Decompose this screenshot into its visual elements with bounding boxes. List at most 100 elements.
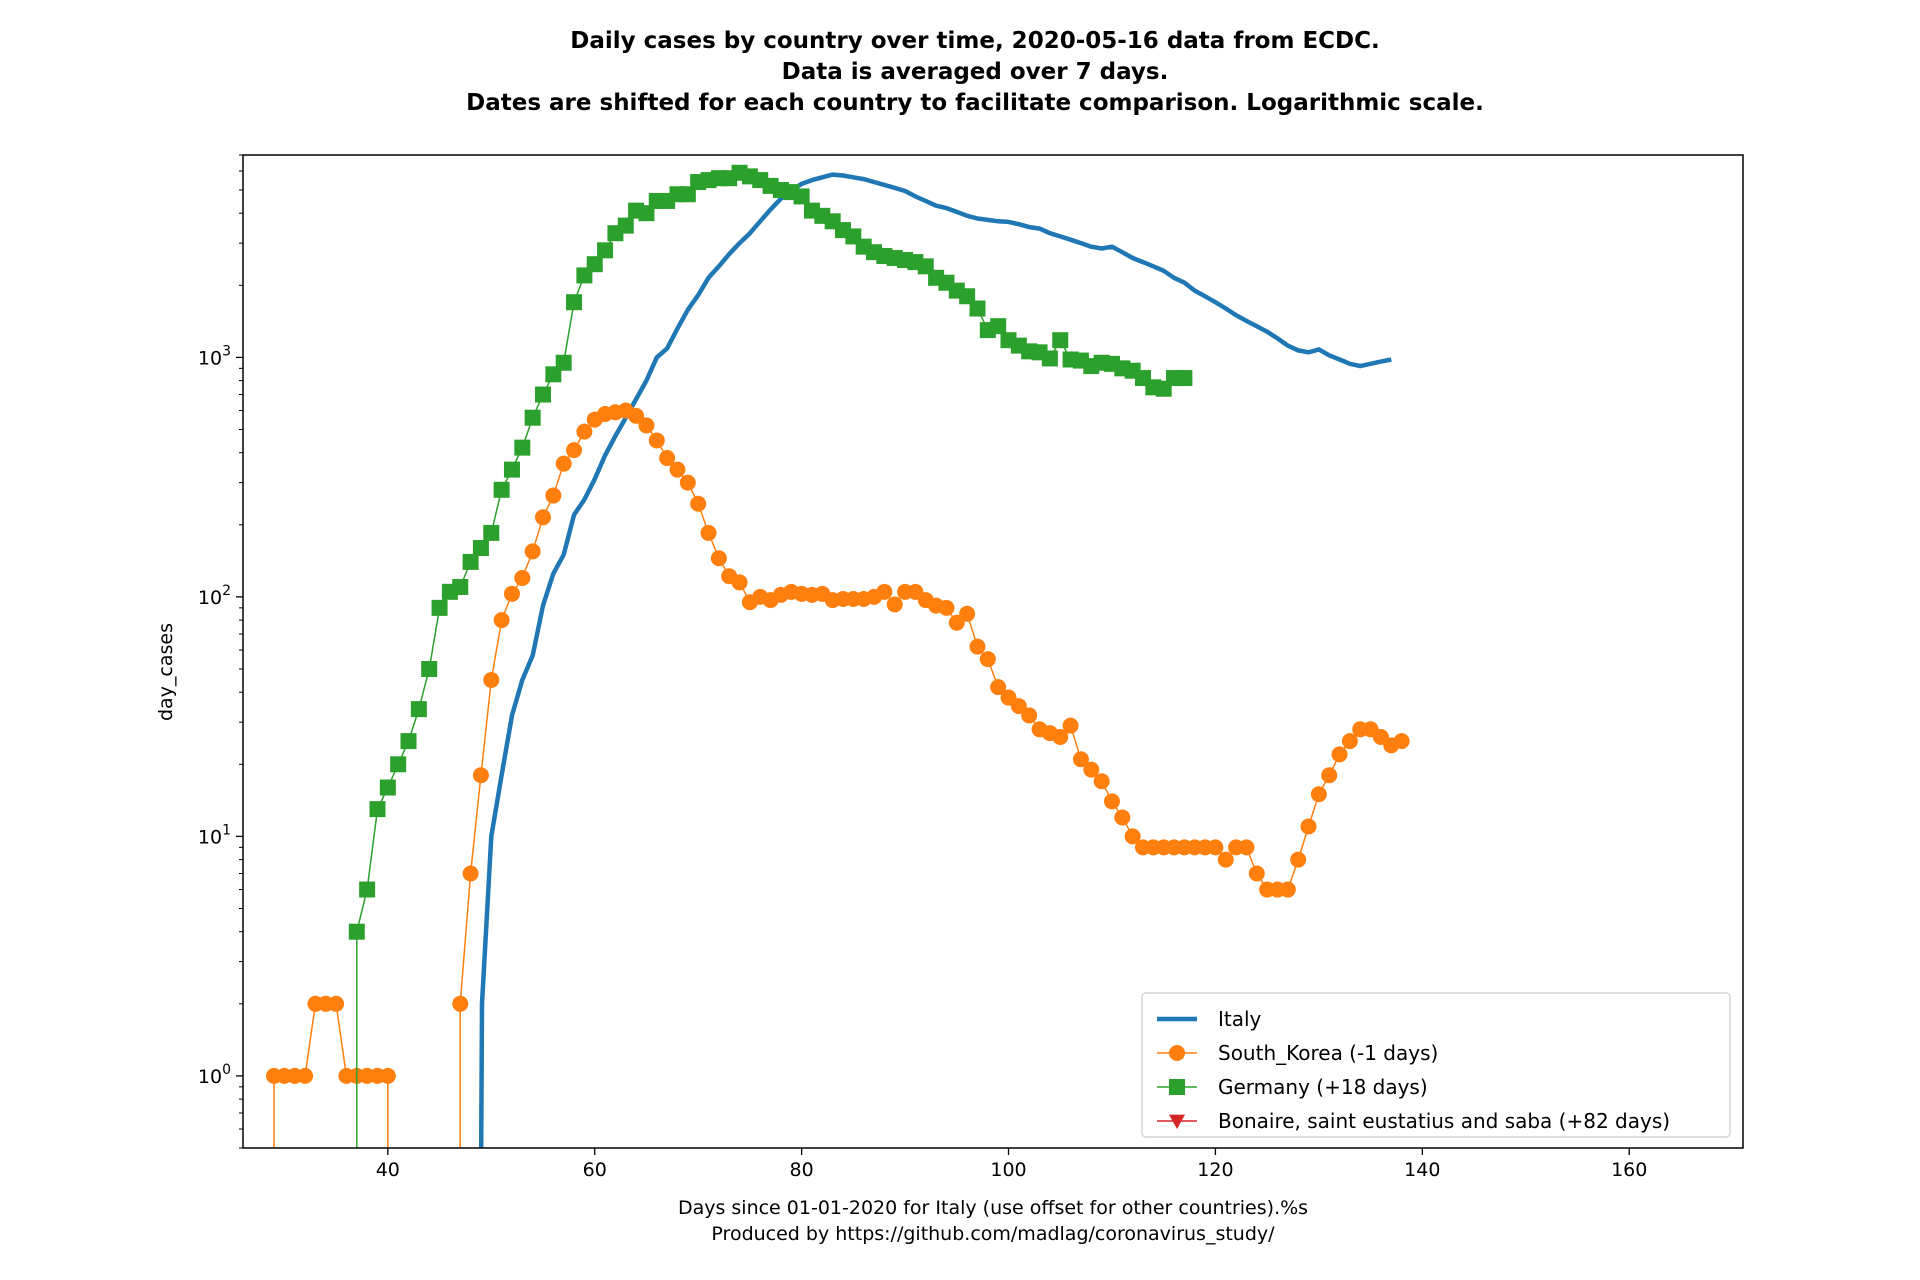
data-point <box>452 995 469 1012</box>
data-point <box>493 612 510 629</box>
data-point <box>524 409 541 426</box>
data-point <box>493 481 510 498</box>
data-point <box>959 605 976 622</box>
data-point <box>886 596 903 613</box>
data-point <box>586 256 603 273</box>
title-line-2: Data is averaged over 7 days. <box>782 59 1169 85</box>
series-0 <box>478 172 1392 1148</box>
data-point <box>938 599 955 616</box>
data-point <box>483 524 500 541</box>
data-point <box>379 1067 396 1084</box>
legend-marker-3 <box>1169 1114 1185 1129</box>
x-tick-label-60: 60 <box>583 1159 607 1181</box>
data-point <box>1093 773 1110 790</box>
series-line-0 <box>478 172 1392 1148</box>
y-axis: 100 101 102 103 <box>198 154 243 1149</box>
data-point <box>793 188 810 205</box>
data-point <box>690 495 707 512</box>
data-point <box>452 578 469 595</box>
legend-item-2: Germany (+18 days) <box>1157 1075 1428 1099</box>
data-point <box>359 881 376 898</box>
data-point <box>679 186 696 203</box>
data-point <box>597 242 614 259</box>
chart-title: Daily cases by country over time, 2020-0… <box>466 28 1484 116</box>
data-point <box>969 300 986 317</box>
data-point <box>638 417 655 434</box>
legend-box <box>1141 992 1731 1138</box>
data-point <box>524 543 541 560</box>
y-tick-label-1000: 103 <box>198 343 231 369</box>
data-point <box>555 455 572 472</box>
data-point <box>1052 729 1069 746</box>
x-tick-label-120: 120 <box>1197 1159 1233 1181</box>
data-point <box>1217 851 1234 868</box>
data-point <box>410 701 427 718</box>
data-point <box>462 553 479 570</box>
data-point <box>472 540 489 557</box>
data-point <box>390 756 407 773</box>
data-point <box>297 1067 314 1084</box>
data-point <box>400 733 417 750</box>
data-point <box>876 583 893 600</box>
x-axis-label-line-2: Produced by https://github.com/madlag/co… <box>711 1223 1275 1245</box>
x-axis: 40 60 80 100 120 140 160 <box>376 1148 1647 1181</box>
legend: Italy South_Korea (-1 days) Germany (+18 d… <box>1141 992 1731 1138</box>
x-tick-label-100: 100 <box>990 1159 1026 1181</box>
data-point <box>503 585 520 602</box>
data-point <box>1114 809 1131 826</box>
data-point <box>545 487 562 504</box>
data-point <box>503 461 520 478</box>
y-tick-label-100: 102 <box>198 583 231 609</box>
data-point <box>1103 793 1120 810</box>
data-point <box>535 386 551 403</box>
y-tick-label-10: 101 <box>198 822 231 848</box>
data-point <box>1310 786 1327 803</box>
data-point <box>638 205 655 222</box>
y-axis-label: day_cases <box>155 623 177 721</box>
x-axis-label-line-1: Days since 01-01-2020 for Italy (use off… <box>678 1197 1308 1219</box>
series-layer <box>266 164 1410 1148</box>
data-point <box>1041 350 1058 367</box>
data-point <box>421 660 438 677</box>
legend-item-1: South_Korea (-1 days) <box>1157 1041 1438 1065</box>
legend-label-0: Italy <box>1218 1007 1262 1031</box>
data-point <box>1341 733 1358 750</box>
data-point <box>1290 851 1307 868</box>
data-point <box>969 638 986 655</box>
x-tick-label-80: 80 <box>790 1159 814 1181</box>
data-point <box>566 294 583 311</box>
data-point <box>959 288 976 305</box>
data-point <box>472 767 489 784</box>
data-point <box>348 923 365 940</box>
data-point <box>648 432 665 449</box>
data-point <box>659 450 676 467</box>
data-point <box>948 614 965 631</box>
data-point <box>700 524 717 541</box>
x-axis-label: Days since 01-01-2020 for Italy (use off… <box>678 1197 1308 1245</box>
data-point <box>1248 865 1265 882</box>
legend-item-3: Bonaire, saint eustatius and saba (+82 d… <box>1157 1109 1670 1133</box>
data-point <box>566 442 583 459</box>
legend-label-2: Germany (+18 days) <box>1218 1075 1428 1099</box>
data-point <box>617 217 634 234</box>
data-point <box>1279 881 1296 898</box>
data-point <box>576 423 593 440</box>
data-point <box>514 569 531 586</box>
series-2 <box>348 164 1193 1148</box>
data-point <box>379 779 396 796</box>
series-markers-2 <box>348 164 1193 940</box>
data-point <box>1393 733 1410 750</box>
data-point <box>1072 751 1089 768</box>
data-point <box>514 439 531 456</box>
data-point <box>1083 761 1100 778</box>
data-point <box>328 995 345 1012</box>
data-point <box>1010 698 1027 715</box>
data-point <box>431 599 448 616</box>
data-point <box>731 574 748 591</box>
data-point <box>1176 370 1193 387</box>
legend-item-0: Italy <box>1157 1007 1262 1031</box>
x-tick-label-160: 160 <box>1611 1159 1647 1181</box>
data-point <box>555 354 572 371</box>
x-tick-label-40: 40 <box>376 1159 400 1181</box>
data-point <box>462 865 479 882</box>
